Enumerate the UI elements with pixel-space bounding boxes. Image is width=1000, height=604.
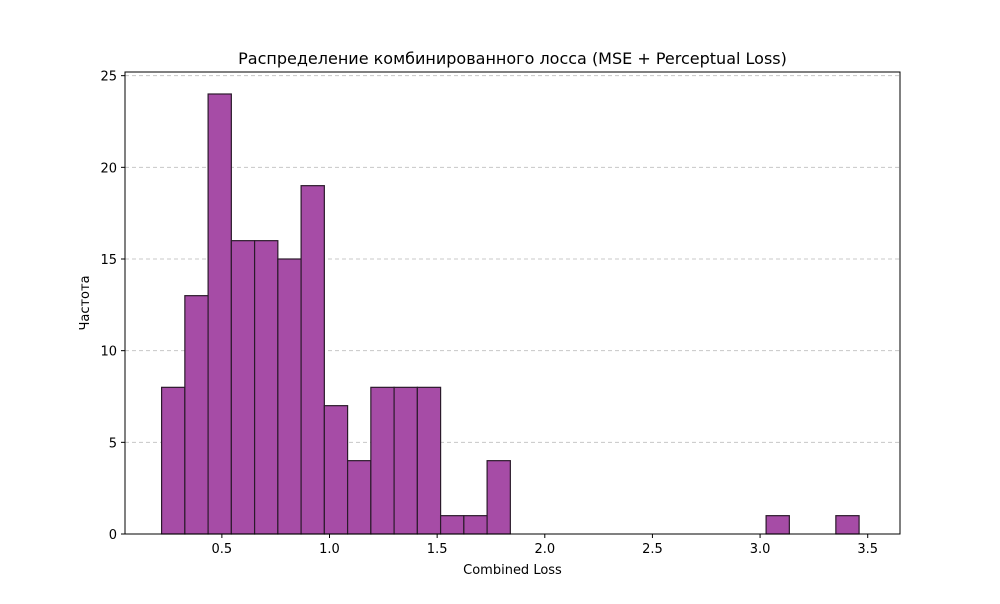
x-tick-label: 1.0 [319, 542, 340, 557]
histogram-bar [416, 386, 442, 535]
x-axis-label: Combined Loss [463, 563, 562, 578]
histogram-bar [439, 515, 465, 535]
y-tick-label: 25 [100, 70, 117, 85]
histogram-bar [160, 386, 186, 535]
x-axis-ticks: 0.5 1.0 1.5 2.0 2.5 3.0 3.5 [212, 534, 878, 557]
histogram-bar [230, 240, 256, 535]
histogram-bar [277, 258, 302, 535]
y-axis-label: Частота [78, 275, 93, 330]
bars-layer [160, 93, 860, 535]
x-tick-label: 2.0 [534, 542, 555, 557]
y-tick-label: 20 [100, 161, 117, 176]
histogram-bar [370, 386, 395, 535]
histogram-bar [393, 386, 418, 535]
x-tick-label: 0.5 [212, 542, 233, 557]
x-tick-label: 3.0 [750, 542, 771, 557]
histogram-bar [253, 240, 279, 535]
histogram-bar [463, 515, 488, 535]
histogram-bar [486, 460, 511, 535]
y-tick-label: 15 [100, 253, 117, 268]
y-tick-label: 5 [109, 436, 117, 451]
x-tick-label: 3.5 [857, 542, 878, 557]
y-axis-ticks: 0 5 10 15 20 25 [100, 70, 125, 543]
histogram-bar [323, 405, 349, 535]
histogram-bar [300, 185, 325, 535]
y-tick-label: 0 [109, 528, 117, 543]
plot-frame [124, 71, 901, 535]
histogram-bar [765, 515, 790, 535]
y-tick-label: 10 [100, 345, 117, 360]
chart-title: Распределение комбинированного лосса (MS… [238, 49, 787, 68]
histogram-bar [835, 515, 860, 535]
histogram-bar [346, 460, 372, 535]
histogram-bar [207, 93, 232, 535]
histogram-bar [184, 295, 209, 535]
x-tick-label: 2.5 [642, 542, 663, 557]
x-tick-label: 1.5 [427, 542, 448, 557]
